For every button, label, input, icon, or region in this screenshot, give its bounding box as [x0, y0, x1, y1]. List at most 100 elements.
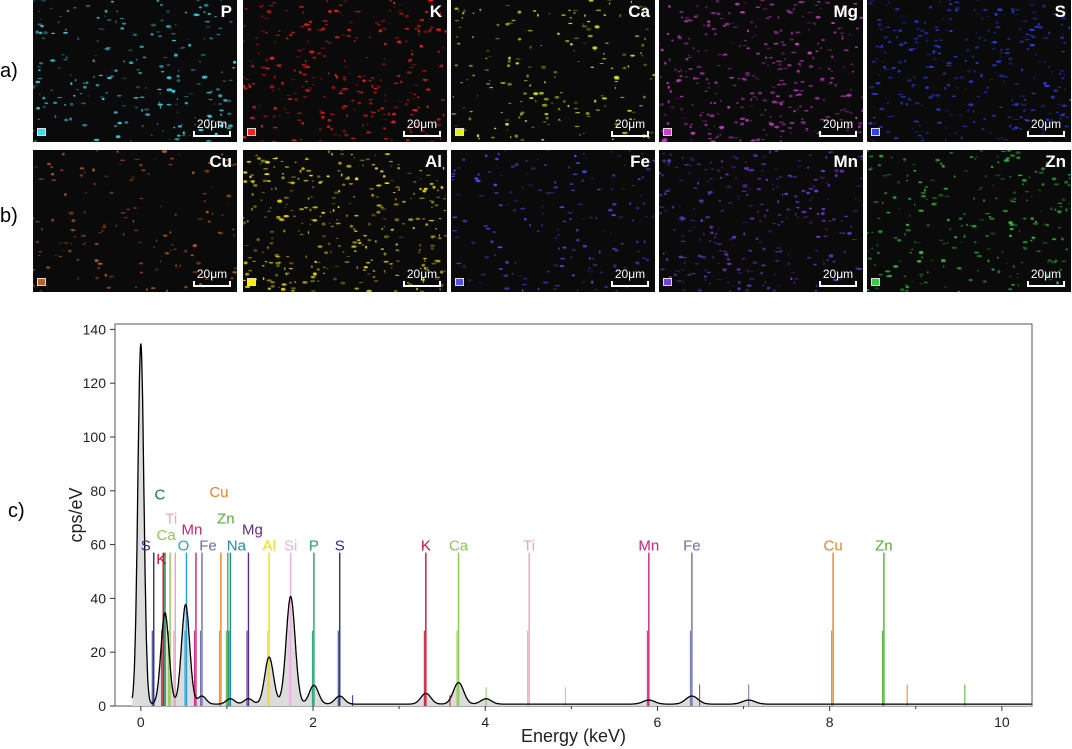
scale-bar-line [819, 281, 857, 287]
marker-label-s: S [141, 538, 151, 555]
marker-label-fe: Fe [683, 538, 701, 555]
element-map-texture [451, 150, 655, 292]
y-axis-label: cps/eV [66, 487, 86, 542]
scale-bar-line [611, 131, 649, 137]
element-map-p: P 20μm [33, 0, 237, 142]
element-map-s: S 20μm [867, 0, 1071, 142]
marker-label-p: P [309, 538, 319, 555]
element-map-label: P [220, 2, 232, 21]
element-map-fe: Fe 20μm [451, 150, 655, 292]
marker-label-zn: Zn [875, 538, 893, 555]
scale-bar: 20μm [611, 117, 649, 137]
element-map-swatch [37, 278, 46, 286]
element-map-texture [243, 0, 447, 142]
row-label-c: c) [8, 500, 25, 522]
element-map-texture [659, 0, 863, 142]
element-map-label: K [429, 2, 442, 21]
element-map-label: Mg [833, 2, 858, 21]
marker-label-fe: Fe [199, 538, 217, 555]
marker-label-cu: Cu [209, 484, 228, 501]
element-map-swatch [455, 278, 464, 286]
scale-bar: 20μm [403, 117, 441, 137]
scale-bar-label: 20μm [406, 117, 438, 131]
y-tick-label: 100 [83, 429, 107, 445]
element-map-zn: Zn 20μm [867, 150, 1071, 292]
scale-bar-label: 20μm [1030, 117, 1062, 131]
y-tick-label: 80 [90, 483, 106, 499]
scale-bar-line [193, 131, 231, 137]
scale-bar-line [403, 281, 441, 287]
scale-bar-label: 20μm [406, 267, 438, 281]
x-tick-label: 0 [137, 714, 145, 730]
scale-bar: 20μm [193, 117, 231, 137]
element-map-label: Al [425, 152, 442, 171]
marker-label-ca: Ca [449, 538, 469, 555]
marker-label-mn: Mn [182, 521, 203, 538]
marker-label-ti: Ti [523, 538, 535, 555]
marker-label-al: Al [262, 538, 275, 555]
scale-bar-line [611, 281, 649, 287]
plot-area [114, 323, 1033, 707]
row-label-a: a) [0, 60, 18, 82]
marker-label-mg: Mg [242, 521, 263, 538]
element-map-label: Fe [630, 152, 650, 171]
scale-bar: 20μm [611, 267, 649, 287]
x-tick-label: 8 [826, 714, 834, 730]
scale-bar: 20μm [819, 267, 857, 287]
element-map-texture [33, 150, 237, 292]
x-axis-label: Energy (keV) [521, 726, 626, 746]
y-tick-label: 40 [90, 590, 106, 606]
marker-label-k: K [421, 538, 431, 555]
element-map-al: Al 20μm [243, 150, 447, 292]
scale-bar-label: 20μm [614, 267, 646, 281]
element-map-swatch [663, 278, 672, 286]
element-map-swatch [663, 128, 672, 136]
element-map-swatch [247, 278, 256, 286]
marker-label-k: K [156, 551, 166, 568]
element-map-swatch [37, 128, 46, 136]
scale-bar-line [1027, 281, 1065, 287]
marker-label-na: Na [227, 538, 247, 555]
scale-bar-line [403, 131, 441, 137]
y-tick-label: 60 [90, 537, 106, 553]
scale-bar-label: 20μm [822, 267, 854, 281]
x-tick-label: 2 [309, 714, 317, 730]
marker-label-s: S [335, 538, 345, 555]
element-map-label: Zn [1045, 152, 1066, 171]
x-tick-label: 4 [481, 714, 489, 730]
element-map-label: Ca [628, 2, 650, 21]
element-map-texture [33, 0, 237, 142]
scale-bar-line [1027, 131, 1065, 137]
element-map-texture [867, 0, 1071, 142]
marker-label-cu: Cu [824, 538, 843, 555]
marker-label-si: Si [284, 538, 297, 555]
scale-bar: 20μm [403, 267, 441, 287]
x-tick-label: 10 [994, 714, 1010, 730]
y-tick-label: 20 [90, 644, 106, 660]
scale-bar-line [819, 131, 857, 137]
spectrum-line [131, 343, 1032, 705]
marker-label-o: O [178, 538, 190, 555]
element-map-label: Cu [209, 152, 232, 171]
element-map-texture [659, 150, 863, 292]
element-map-mg: Mg 20μm [659, 0, 863, 142]
element-map-k: K 20μm [243, 0, 447, 142]
y-tick-label: 0 [98, 698, 106, 714]
marker-label-ca: Ca [157, 527, 177, 544]
marker-label-ti: Ti [165, 511, 177, 528]
element-map-ca: Ca 20μm [451, 0, 655, 142]
y-tick-label: 140 [83, 321, 107, 337]
marker-label-c: C [155, 486, 166, 503]
element-map-texture [243, 150, 447, 292]
scale-bar: 20μm [193, 267, 231, 287]
x-tick-label: 6 [654, 714, 662, 730]
element-map-swatch [247, 128, 256, 136]
scale-bar-label: 20μm [614, 117, 646, 131]
element-map-texture [867, 150, 1071, 292]
marker-label-mn: Mn [638, 538, 659, 555]
element-map-swatch [871, 128, 880, 136]
scale-bar-label: 20μm [196, 117, 228, 131]
element-map-swatch [871, 278, 880, 286]
marker-label-zn: Zn [217, 511, 235, 528]
